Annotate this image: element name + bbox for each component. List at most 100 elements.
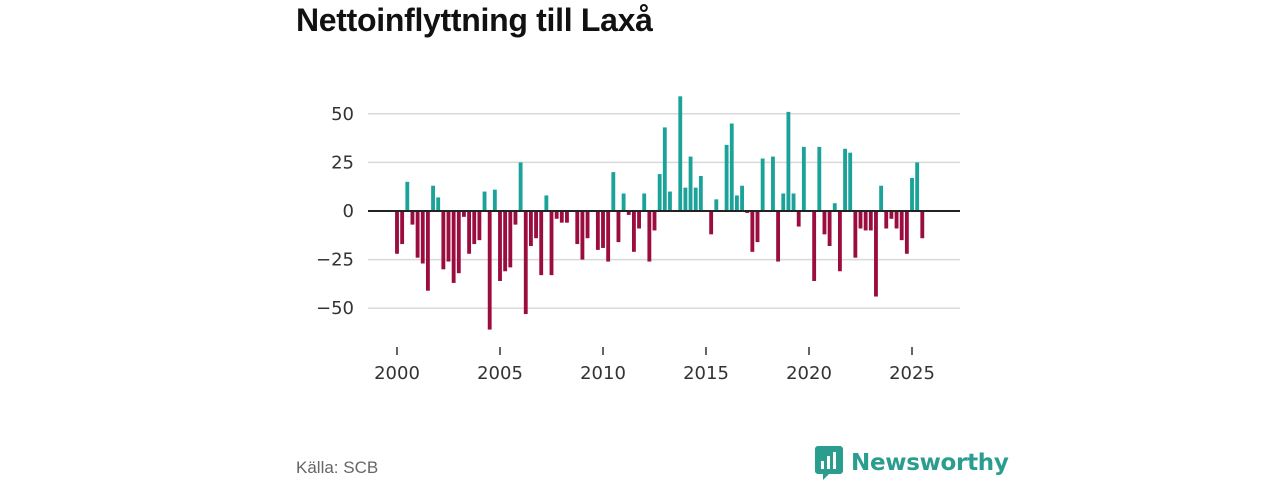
bar-positive: [714, 199, 719, 211]
bar-positive: [817, 146, 822, 211]
bar-negative: [606, 211, 611, 262]
axes: 50 25 0 −25 −50 2000 2005 2010 2015 2020 2025: [316, 104, 960, 384]
bar-positive: [724, 144, 729, 211]
x-tick-label: 2000: [374, 363, 420, 384]
bar-negative: [472, 211, 477, 245]
bar-negative: [400, 211, 405, 245]
x-tick-label: 2005: [477, 363, 523, 384]
bar-negative: [503, 211, 508, 272]
bar-negative: [580, 211, 585, 260]
y-tick-label: 50: [331, 104, 354, 125]
bar-negative: [637, 211, 641, 229]
bar-chart: 50 25 0 −25 −50 2000 2005 2010 2015 2020 2025: [316, 96, 960, 384]
bar-negative: [425, 211, 430, 291]
bar-positive: [693, 187, 698, 211]
bar-positive: [910, 177, 914, 211]
bar-negative: [498, 211, 502, 281]
bar-negative: [889, 211, 894, 219]
bar-negative: [626, 211, 631, 215]
bar-negative: [549, 211, 554, 276]
bar-positive: [405, 181, 410, 211]
bar-positive: [657, 174, 662, 211]
bar-negative: [420, 211, 425, 264]
bar-negative: [451, 211, 456, 283]
brand-name: Newsworthy: [851, 450, 1009, 476]
bar-positive: [642, 193, 647, 211]
bar-negative: [616, 211, 621, 243]
bar-negative: [899, 211, 904, 241]
source-note: Källa: SCB: [296, 458, 379, 477]
bar-negative: [884, 211, 889, 229]
bar-positive: [662, 127, 667, 211]
bar-positive: [492, 189, 497, 211]
bar-positive: [678, 96, 683, 211]
bar-negative: [776, 211, 781, 262]
bar-negative: [837, 211, 842, 272]
bar-positive: [740, 185, 744, 211]
bar-negative: [395, 211, 399, 254]
bar-series: [395, 96, 925, 330]
bar-negative: [652, 211, 657, 231]
bar-positive: [668, 191, 672, 211]
bar-negative: [446, 211, 451, 262]
bar-negative: [462, 211, 466, 217]
bar-negative: [523, 211, 528, 315]
bar-negative: [415, 211, 420, 258]
x-tick-label: 2010: [580, 363, 626, 384]
bar-positive: [832, 203, 837, 211]
bar-positive: [781, 193, 786, 211]
y-tick-label: 0: [343, 201, 354, 222]
bar-positive: [436, 197, 441, 211]
bar-negative: [812, 211, 817, 281]
bar-negative: [647, 211, 652, 262]
bar-negative: [904, 211, 909, 254]
bar-negative: [631, 211, 636, 252]
bar-negative: [565, 211, 569, 223]
bar-negative: [559, 211, 564, 223]
bar-positive: [621, 193, 626, 211]
bar-negative: [601, 211, 605, 248]
brand-logo[interactable]: Newsworthy: [815, 446, 1009, 480]
bar-negative: [796, 211, 801, 227]
bar-positive: [688, 156, 693, 211]
bar-negative: [441, 211, 446, 270]
bar-negative: [410, 211, 415, 225]
newsworthy-logo-icon: [815, 446, 843, 480]
bar-negative: [467, 211, 472, 254]
y-tick-label: −50: [316, 298, 354, 319]
bar-negative: [456, 211, 461, 274]
y-tick-label: 25: [331, 152, 354, 173]
bar-negative: [487, 211, 492, 330]
bar-positive: [771, 156, 775, 211]
bar-negative: [894, 211, 899, 229]
x-tick-label: 2025: [889, 363, 935, 384]
bar-positive: [683, 187, 688, 211]
bar-positive: [801, 146, 806, 211]
bar-positive: [734, 195, 739, 211]
bar-negative: [513, 211, 518, 225]
bar-negative: [709, 211, 714, 235]
bar-positive: [518, 162, 523, 211]
bar-positive: [760, 158, 765, 211]
bar-negative: [750, 211, 755, 252]
bar-negative: [858, 211, 863, 229]
x-tick-label: 2020: [786, 363, 832, 384]
bar-positive: [915, 162, 920, 211]
bar-positive: [879, 185, 884, 211]
chart-title: Nettoinflyttning till Laxå: [296, 2, 653, 38]
bar-negative: [585, 211, 590, 239]
bar-positive: [786, 111, 791, 211]
y-tick-label: −25: [316, 250, 354, 271]
bar-negative: [575, 211, 580, 245]
bar-negative: [528, 211, 533, 246]
bar-negative: [755, 211, 760, 243]
bar-negative: [853, 211, 858, 258]
bar-negative: [868, 211, 873, 231]
bar-negative: [534, 211, 538, 239]
bar-positive: [431, 185, 435, 211]
bar-negative: [554, 211, 559, 219]
bar-negative: [822, 211, 827, 235]
bar-positive: [791, 193, 796, 211]
bar-negative: [863, 211, 868, 231]
bar-positive: [729, 123, 734, 211]
